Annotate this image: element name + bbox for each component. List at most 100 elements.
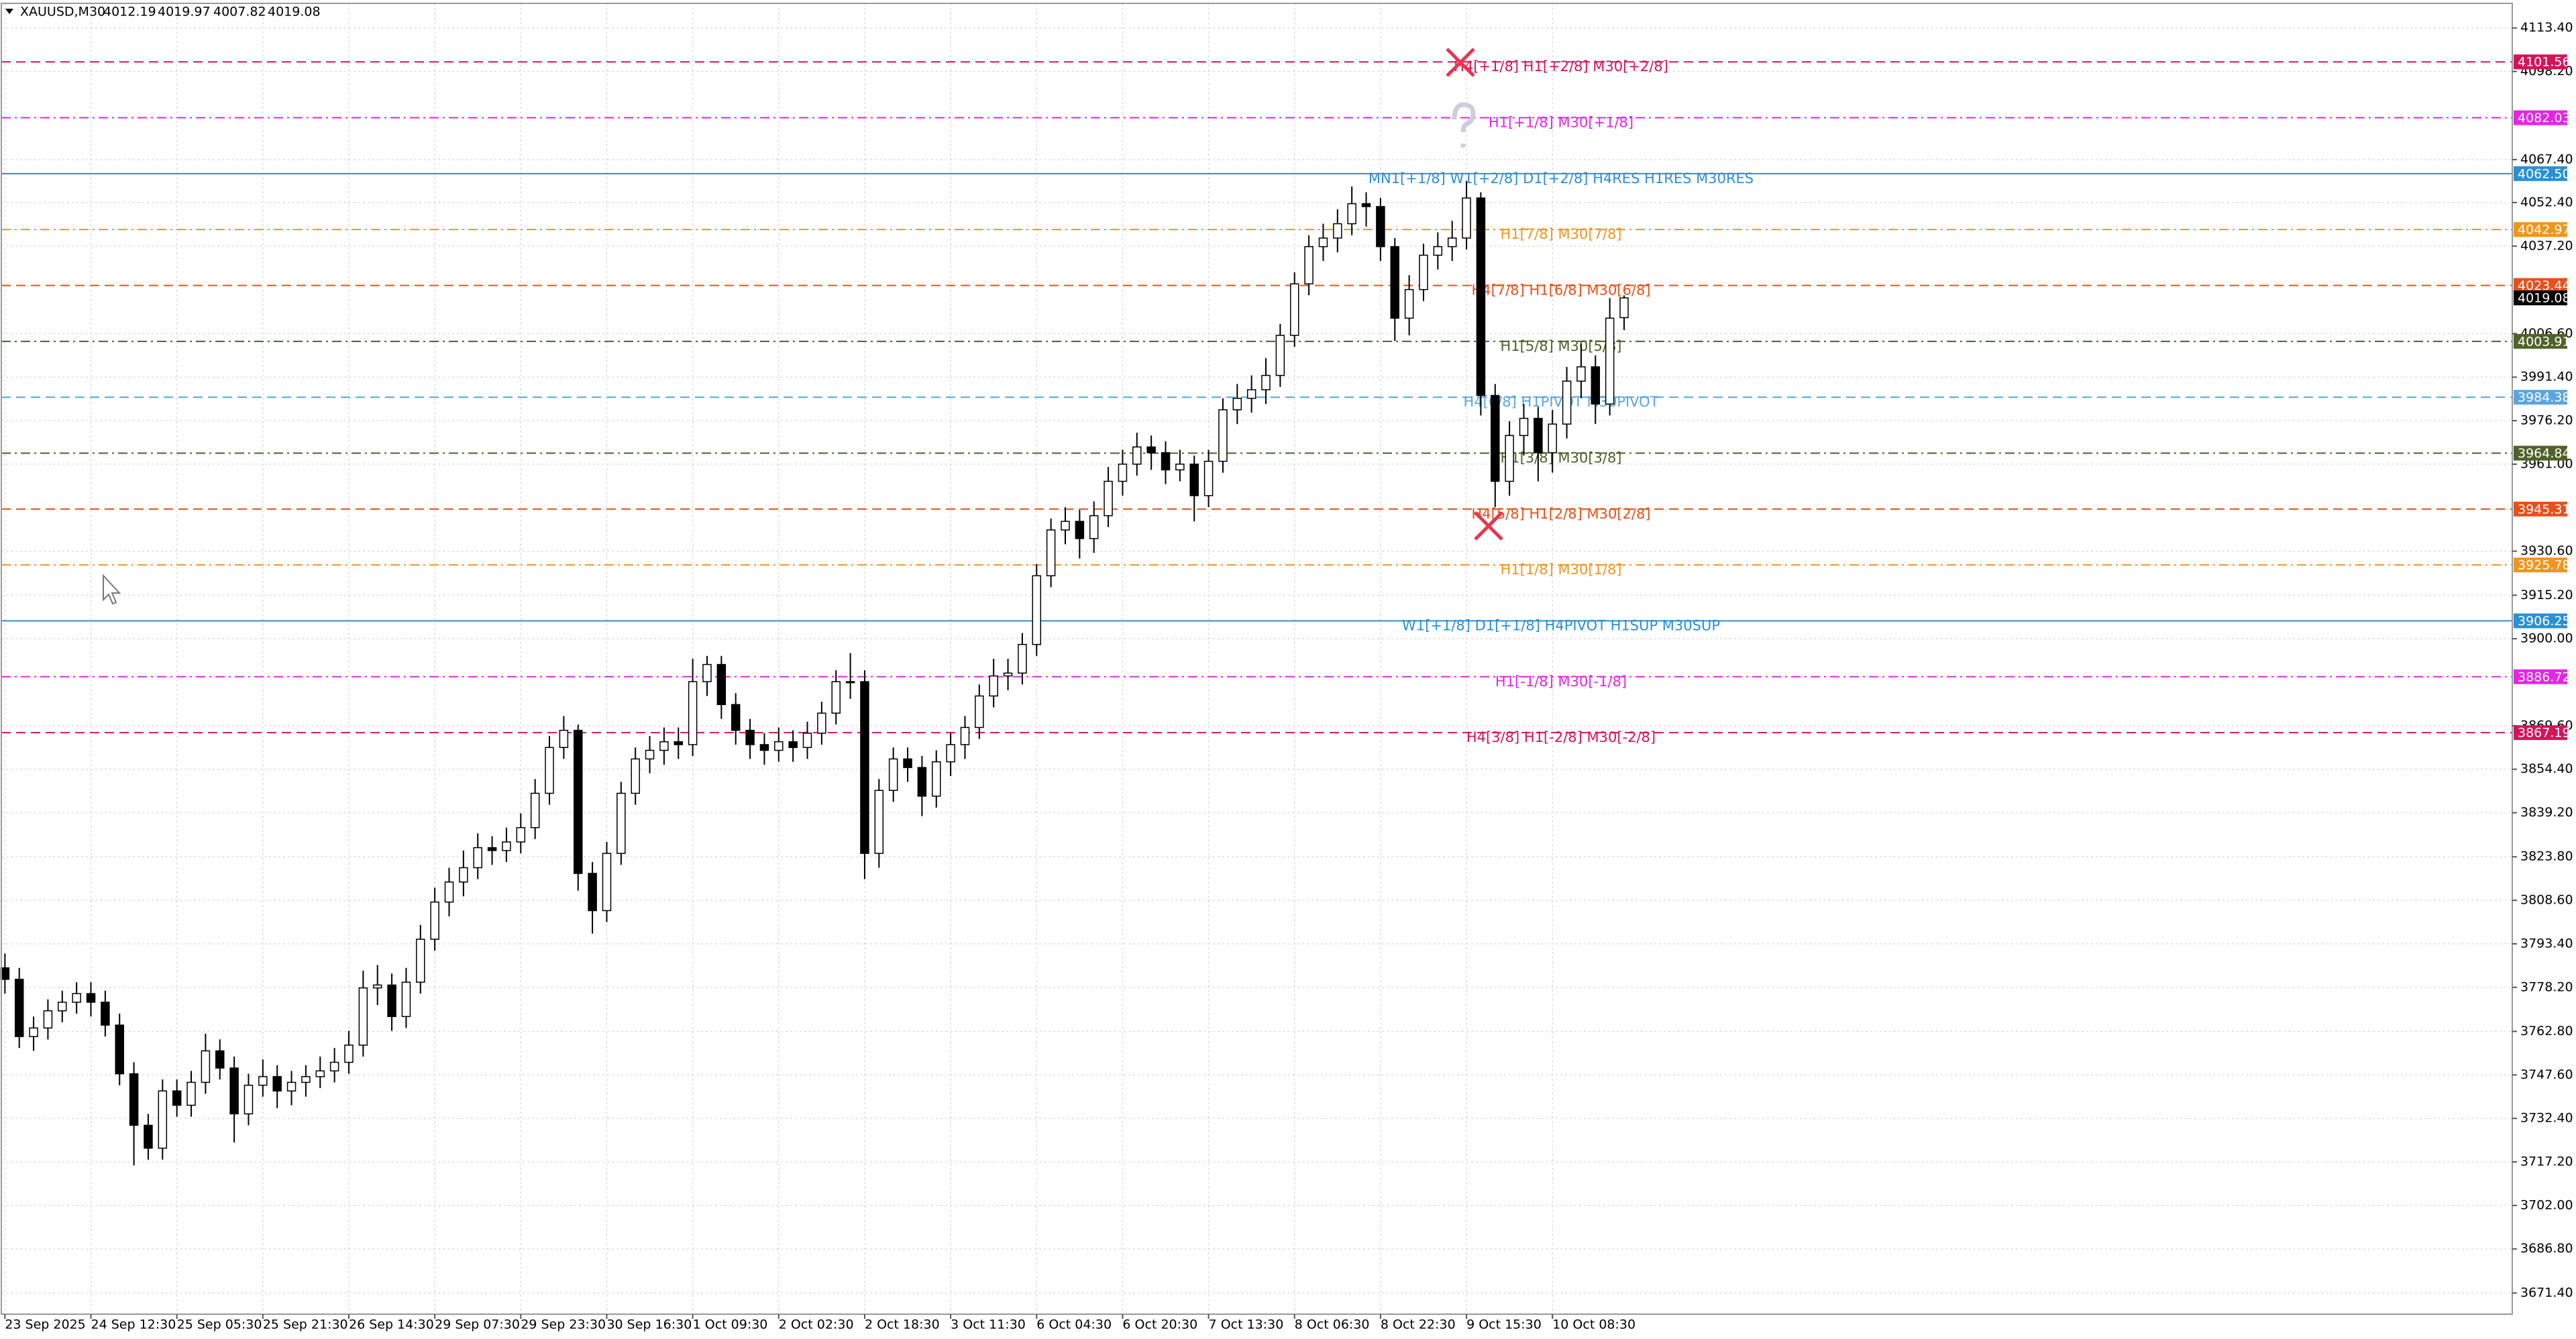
level-price-box	[2514, 445, 2567, 461]
header-open: 4012.19	[103, 5, 156, 19]
candle-body	[1419, 254, 1428, 290]
level-price-label: 3886.72	[2518, 670, 2571, 684]
candle-body	[888, 758, 898, 792]
candle-body	[229, 1067, 239, 1115]
candle-body	[387, 984, 396, 1018]
level-price-label: 3925.78	[2518, 558, 2571, 573]
candle-body	[43, 1010, 53, 1029]
candle-body	[301, 1076, 311, 1083]
x-tick-label: 6 Oct 04:30	[1036, 1318, 1112, 1332]
candle-body	[1290, 283, 1299, 336]
candle-body	[1061, 521, 1070, 531]
candle-body	[1548, 423, 1557, 453]
candle-body	[574, 729, 583, 874]
candle-body	[602, 853, 612, 912]
y-tick-label: 3671.40	[2520, 1285, 2573, 1300]
y-tick-label: 3900.00	[2520, 631, 2573, 646]
candle-body	[631, 758, 640, 794]
candle-body	[645, 749, 655, 760]
level-price-box	[2514, 725, 2567, 741]
candle-body	[401, 981, 411, 1018]
candle-body	[860, 681, 869, 854]
candle-body	[286, 1081, 297, 1091]
y-tick-label: 3915.20	[2520, 588, 2573, 602]
level-price-box	[2514, 501, 2567, 517]
level-price-label: 4082.03	[2518, 111, 2571, 125]
level-price-label: 3906.25	[2518, 614, 2571, 629]
level-label: H1[5/8] M30[5/8]	[1500, 338, 1621, 354]
plot-frame	[1, 3, 2513, 1315]
candle-body	[774, 741, 784, 751]
candle-body	[759, 744, 769, 751]
candle-body	[1605, 317, 1615, 405]
y-tick-label: 3808.60	[2520, 893, 2573, 908]
candle-body	[716, 663, 727, 706]
candle-body	[129, 1073, 139, 1126]
candle-body	[588, 873, 597, 912]
candles	[0, 180, 1629, 1166]
x-tick-label: 29 Sep 23:30	[521, 1318, 606, 1332]
level-label: H1[1/8] M30[1/8]	[1500, 561, 1621, 578]
candle-body	[688, 681, 698, 745]
candle-body	[416, 939, 425, 983]
candle-body	[802, 733, 812, 749]
x-tick-label: 8 Oct 22:30	[1381, 1318, 1456, 1332]
candle-body	[1390, 246, 1400, 319]
candle-body	[831, 681, 841, 714]
y-tick-label: 4052.40	[2520, 195, 2573, 209]
x-tick-label: 29 Sep 07:30	[435, 1318, 520, 1332]
level-price-box	[2514, 557, 2567, 573]
question-marker	[1452, 102, 1476, 148]
level-price-label: 3867.19	[2518, 726, 2571, 741]
candle-body	[186, 1081, 196, 1106]
candle-body	[845, 681, 855, 684]
y-tick-label: 3686.80	[2520, 1241, 2573, 1256]
candle-body	[1433, 246, 1443, 256]
level-price-label: 4023.44	[2518, 278, 2571, 293]
level-label: H1[3/8] M30[3/8]	[1500, 450, 1621, 466]
candle-body	[430, 901, 439, 940]
candle-body	[1404, 288, 1414, 319]
candle-body	[530, 792, 540, 828]
candle-body	[745, 729, 755, 745]
current-price-label: 4019.08	[2518, 291, 2571, 306]
level-price-box	[2514, 54, 2567, 70]
candle-body	[29, 1027, 38, 1037]
candle-body	[315, 1070, 325, 1077]
level-price-box	[2514, 613, 2567, 629]
level-price-box	[2514, 278, 2567, 293]
level-price-label: 3984.38	[2518, 390, 2571, 405]
candle-body	[1534, 417, 1543, 453]
y-tick-label: 4067.40	[2520, 152, 2573, 166]
y-tick-label: 3991.40	[2520, 370, 2573, 384]
candle-body	[1591, 366, 1601, 405]
candle-body	[502, 841, 511, 851]
x-tick-label: 25 Sep 21:30	[263, 1318, 348, 1332]
candle-body	[946, 744, 955, 763]
candle-body	[1003, 672, 1013, 677]
candle-body	[1032, 575, 1042, 645]
level-price-label: 4062.50	[2518, 166, 2571, 181]
candle-body	[72, 993, 81, 1003]
candle-body	[1505, 435, 1514, 482]
candle-body	[1376, 206, 1385, 248]
candle-body	[1519, 417, 1529, 436]
x-tick-label: 1 Oct 09:30	[693, 1318, 768, 1332]
candle-body	[115, 1024, 124, 1075]
header-close: 4019.08	[268, 5, 321, 19]
level-price-label: 4042.97	[2518, 223, 2571, 237]
candle-body	[616, 792, 626, 854]
level-price-label: 3945.31	[2518, 502, 2571, 517]
level-price-box	[2514, 390, 2567, 405]
candle-body	[788, 741, 798, 749]
y-tick-label: 3839.20	[2520, 805, 2573, 820]
candle-body	[344, 1045, 354, 1063]
candle-body	[244, 1084, 254, 1115]
candle-body	[874, 790, 884, 854]
candle-body	[1132, 446, 1142, 465]
header-low: 4007.82	[213, 5, 266, 19]
level-label: H1[+1/8] M30[+1/8]	[1489, 115, 1633, 131]
level-label: W1[+1/8] D1[+1/8] H4PIVOT H1SUP M30SUP	[1402, 617, 1720, 633]
